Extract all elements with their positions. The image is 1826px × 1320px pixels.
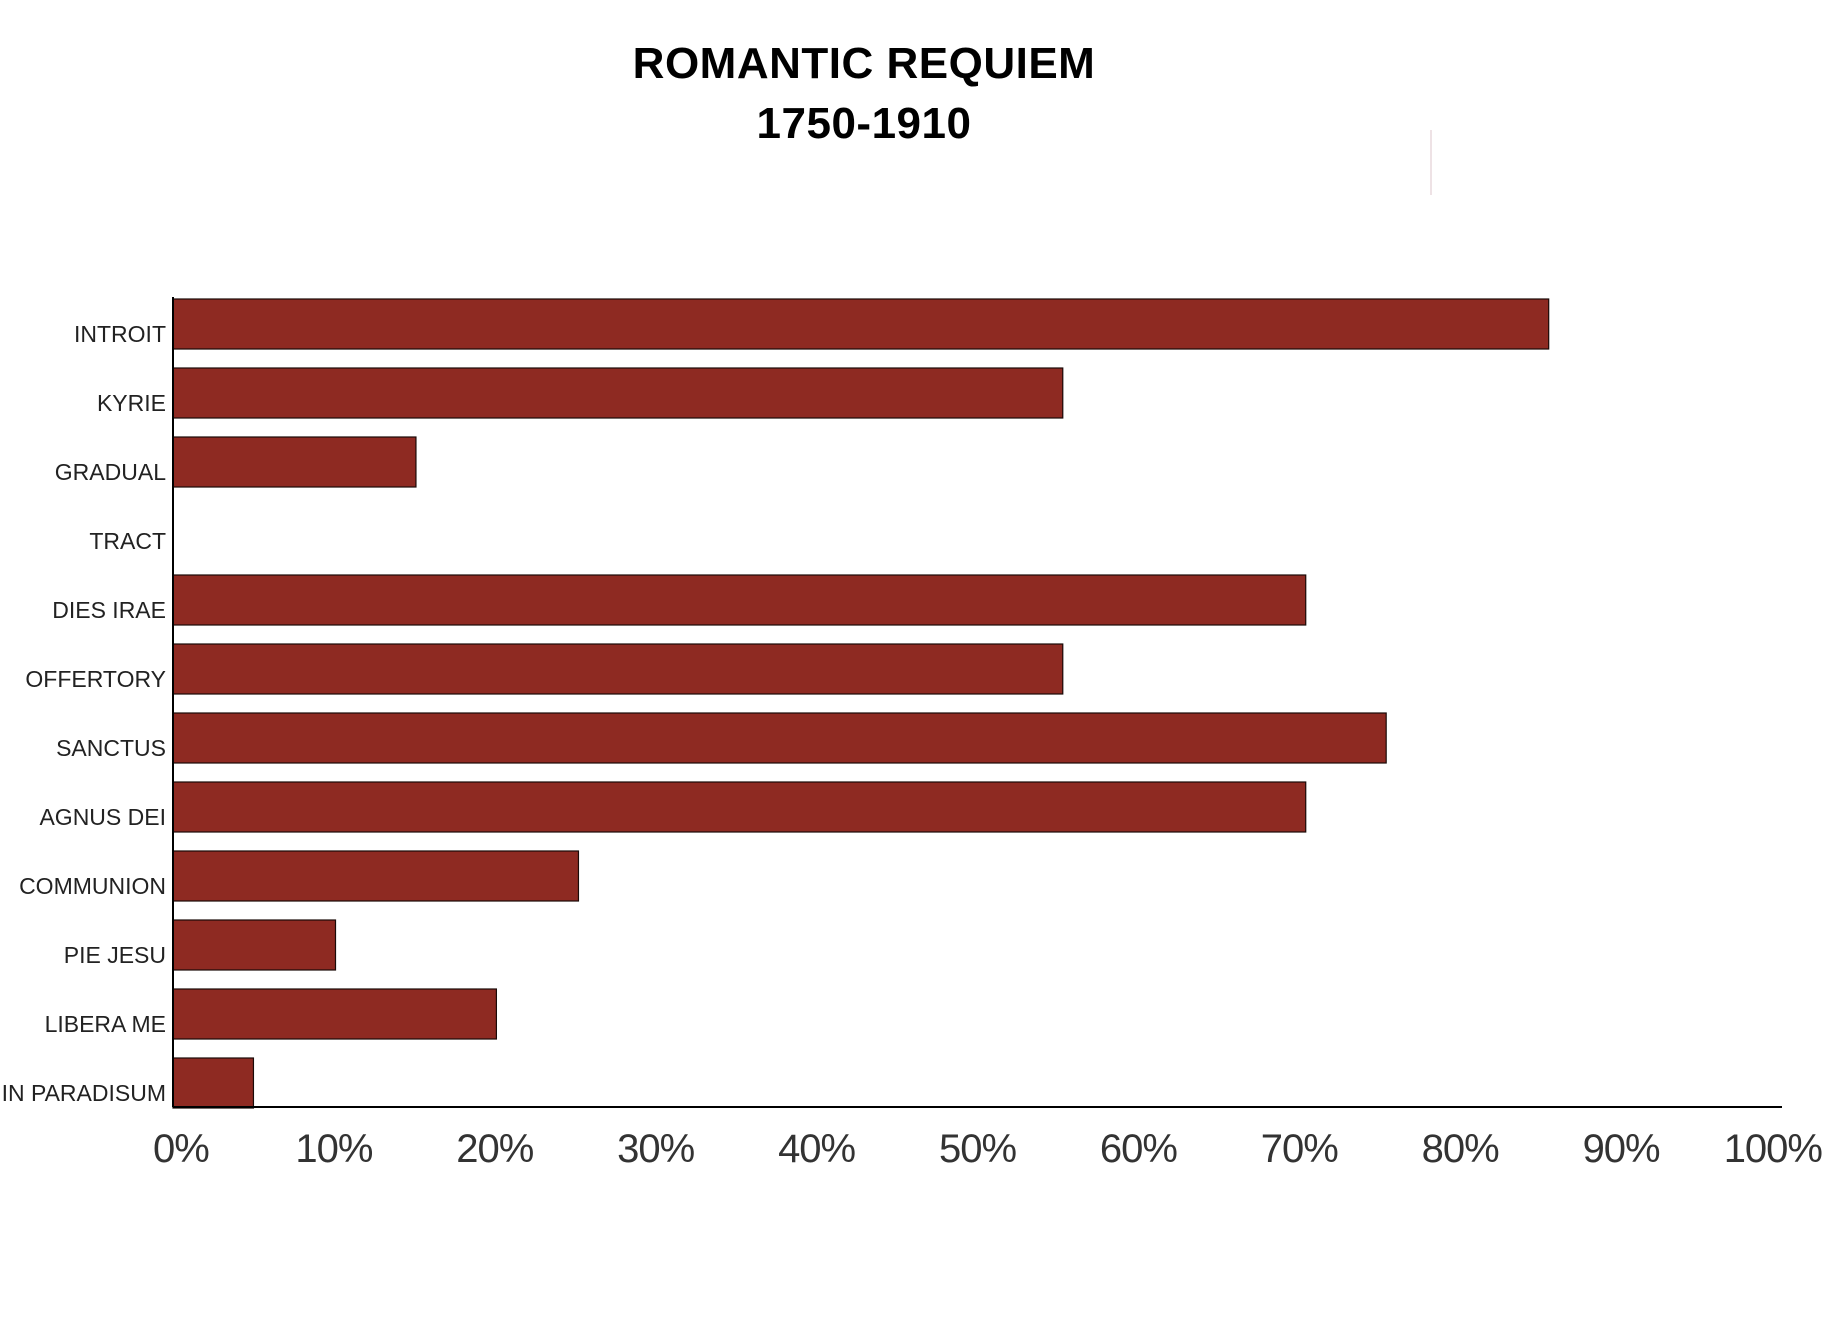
bar-gradual [172, 436, 417, 488]
chart-title: ROMANTIC REQUIEM 1750-1910 [0, 34, 1728, 154]
x-tick-label: 100% [1724, 1127, 1823, 1171]
bar-in-paradisum [172, 1057, 255, 1109]
category-label: OFFERTORY [25, 666, 166, 692]
bar-pie-jesu [172, 919, 337, 971]
category-label: GRADUAL [55, 459, 166, 485]
x-tick-label: 90% [1583, 1127, 1660, 1171]
category-label: PIE JESU [64, 942, 166, 968]
chart-title-line-2: 1750-1910 [756, 99, 972, 148]
chart-title-line-1: ROMANTIC REQUIEM [632, 39, 1096, 88]
bar-agnus-dei [172, 781, 1307, 833]
x-tick-label: 20% [456, 1127, 533, 1171]
category-label: TRACT [89, 528, 166, 554]
x-tick-label: 50% [939, 1127, 1016, 1171]
x-tick-label: 60% [1100, 1127, 1177, 1171]
x-tick-label: 40% [778, 1127, 855, 1171]
x-tick-label: 0% [153, 1127, 209, 1171]
category-label: INTROIT [74, 321, 166, 347]
bar-offertory [172, 643, 1064, 695]
bar-dies-irae [172, 574, 1307, 626]
x-tick-label: 70% [1261, 1127, 1338, 1171]
bar-libera-me [172, 988, 498, 1040]
bar-kyrie [172, 367, 1064, 419]
x-tick-label: 10% [295, 1127, 372, 1171]
bar-communion [172, 850, 580, 902]
category-label: DIES IRAE [52, 597, 166, 623]
category-label: SANCTUS [56, 735, 166, 761]
category-label: COMMUNION [19, 873, 166, 899]
x-tick-label: 30% [617, 1127, 694, 1171]
x-tick-label: 80% [1422, 1127, 1499, 1171]
category-label: IN PARADISUM [2, 1080, 166, 1106]
category-label: KYRIE [97, 390, 166, 416]
category-label: LIBERA ME [45, 1011, 166, 1037]
category-label: AGNUS DEI [39, 804, 166, 830]
bar-sanctus [172, 712, 1387, 764]
bar-introit [172, 298, 1550, 350]
